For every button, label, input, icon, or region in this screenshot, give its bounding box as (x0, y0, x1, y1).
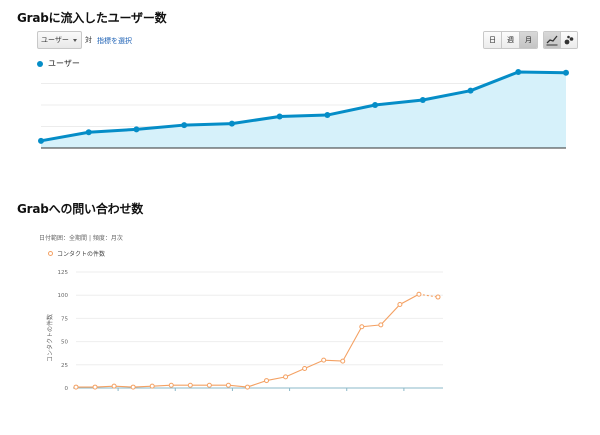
chart1-point (515, 69, 522, 76)
frequency-prefix: 頻度： (92, 235, 111, 242)
vs-label: 対 (85, 36, 92, 44)
chart2-series-partial (418, 293, 439, 298)
metric-dropdown-label: ユーザー (41, 36, 69, 44)
line-chart-icon (546, 35, 558, 46)
period-selector: 日 週 月 (483, 31, 538, 49)
chart2-point (149, 383, 155, 389)
meta-separator: | (87, 235, 93, 242)
frequency-value: 月次 (110, 235, 123, 242)
y-tick-label: 25 (61, 363, 68, 369)
chart2-point (359, 324, 365, 330)
view-mode-selector (543, 31, 578, 49)
y-tick-label: 50 (61, 340, 68, 346)
chart1-point (372, 102, 379, 108)
chart2-point (321, 357, 327, 363)
chart2-point (206, 382, 212, 388)
chart1-point (38, 137, 44, 144)
chart2-point (340, 358, 346, 364)
chart2-point (225, 382, 231, 388)
period-month-button[interactable]: 月 (520, 32, 537, 48)
metric-dropdown[interactable]: ユーザー (37, 31, 82, 49)
chart2-point (302, 366, 308, 372)
chart1-point (228, 120, 235, 127)
y-tick-label: 125 (58, 270, 69, 276)
chart2-point (187, 382, 193, 388)
chart2-point (111, 383, 117, 389)
y-tick-label: 100 (58, 293, 69, 299)
chart2-point (244, 384, 250, 390)
chart1-point (133, 126, 140, 133)
chart2-point (397, 301, 403, 307)
date-range-info: 日付範囲：全期間 | 頻度：月次 (39, 233, 123, 242)
chart2-series-line (76, 293, 420, 388)
chart2-point (435, 294, 441, 300)
motion-chart-icon (564, 35, 574, 45)
chart1-point (324, 112, 331, 119)
chart1-legend: ユーザー (37, 58, 80, 69)
chart1-series-line (40, 70, 567, 143)
chart2-point (73, 384, 79, 390)
chart1-area (41, 72, 566, 148)
chart2-point (92, 384, 98, 390)
chart1-point (85, 129, 92, 136)
chart2-point (264, 378, 270, 384)
legend-ring-icon (48, 251, 53, 256)
chevron-down-icon (73, 39, 77, 42)
date-range-value: 全期間 (69, 235, 88, 242)
legend-dot-icon (37, 60, 43, 67)
y-tick-label: 75 (61, 316, 68, 322)
section2-title: Grabへの問い合わせ数 (17, 202, 144, 216)
chart1-point (467, 87, 474, 94)
select-metric-link[interactable]: 指標を選択 (97, 37, 132, 45)
motion-chart-button[interactable] (561, 32, 577, 48)
chart2-point (130, 384, 136, 390)
chart2-legend-label: コンタクトの件数 (57, 251, 106, 258)
period-day-button[interactable]: 日 (484, 32, 502, 48)
users-area-chart (38, 69, 569, 149)
period-week-button[interactable]: 週 (502, 32, 520, 48)
chart2-point (283, 374, 289, 380)
chart1-point (419, 96, 426, 103)
chart2-point (416, 291, 422, 297)
y-axis-label: コンタクトの件数 (46, 314, 54, 362)
line-chart-button[interactable] (544, 32, 561, 48)
section1-title: Grabに流入したユーザー数 (17, 11, 167, 25)
chart2-legend: コンタクトの件数 (48, 249, 105, 258)
contacts-line-chart: 0 25 50 75 100 125 コンタクトの件数 (46, 270, 443, 392)
y-tick-label: 0 (65, 386, 69, 392)
chart1-point (276, 113, 283, 120)
chart1-legend-label: ユーザー (48, 59, 80, 68)
chart2-point (168, 382, 174, 388)
chart1-point (563, 69, 569, 76)
chart1-point (181, 122, 188, 129)
chart2-point (378, 322, 384, 328)
date-range-prefix: 日付範囲： (39, 235, 70, 242)
